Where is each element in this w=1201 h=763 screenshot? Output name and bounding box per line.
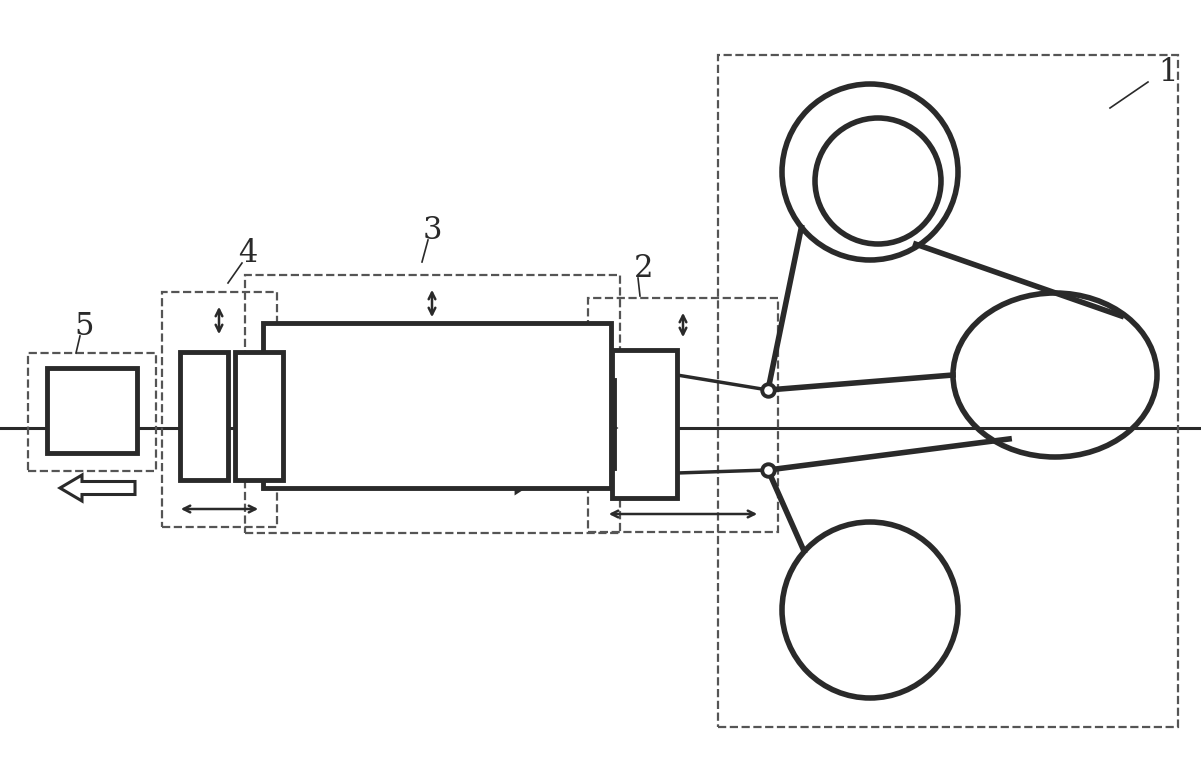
Bar — [28, 353, 156, 471]
Polygon shape — [516, 365, 614, 491]
Bar — [263, 323, 611, 488]
Text: 4: 4 — [238, 237, 258, 269]
Bar — [613, 350, 677, 498]
Text: 3: 3 — [423, 214, 442, 246]
Text: 5: 5 — [74, 311, 94, 342]
Bar — [245, 275, 620, 533]
Bar — [584, 380, 614, 468]
Bar — [180, 352, 228, 480]
Text: 1: 1 — [1158, 56, 1178, 88]
Bar — [47, 368, 137, 453]
Bar — [162, 292, 277, 527]
FancyArrow shape — [60, 475, 135, 501]
Text: 2: 2 — [634, 253, 653, 284]
Bar — [588, 298, 778, 532]
Bar — [718, 55, 1178, 727]
Bar — [235, 352, 283, 480]
